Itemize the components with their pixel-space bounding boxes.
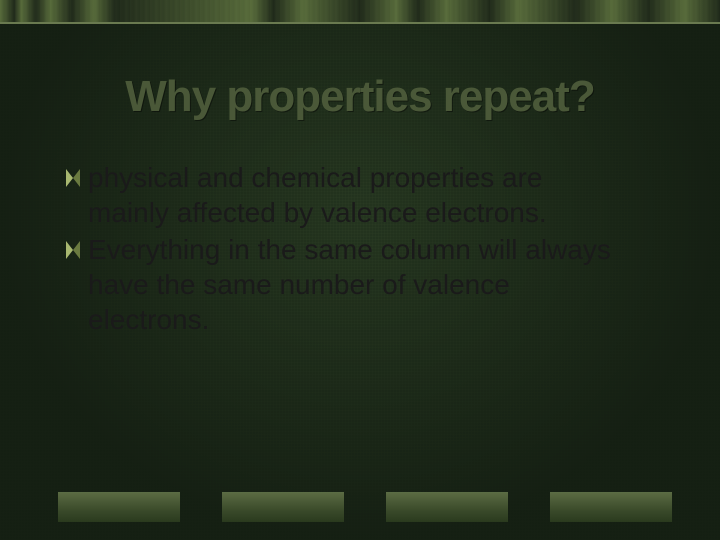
nav-tab xyxy=(222,492,344,522)
bullet-text: Everything in the same column will alway… xyxy=(88,234,611,335)
nav-tab xyxy=(58,492,180,522)
bullet-text: physical and chemical properties are mai… xyxy=(88,162,547,228)
bullet-item: physical and chemical properties are mai… xyxy=(66,160,630,230)
slide-body: physical and chemical properties are mai… xyxy=(66,160,630,339)
nav-tab xyxy=(550,492,672,522)
bullet-item: Everything in the same column will alway… xyxy=(66,232,630,337)
decorative-top-strip xyxy=(0,0,720,22)
slide-title: Why properties repeat? xyxy=(0,72,720,122)
nav-tab xyxy=(386,492,508,522)
bottom-tab-row xyxy=(58,492,672,522)
